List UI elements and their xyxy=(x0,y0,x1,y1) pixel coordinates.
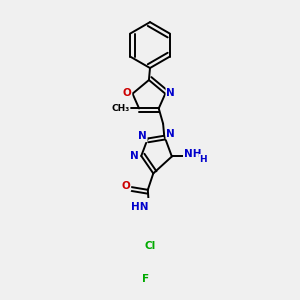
Text: N: N xyxy=(130,151,139,161)
Text: HN: HN xyxy=(131,202,149,212)
Text: Cl: Cl xyxy=(145,241,156,250)
Text: N: N xyxy=(167,129,175,139)
Text: NH: NH xyxy=(184,149,201,159)
Text: O: O xyxy=(123,88,131,98)
Text: H: H xyxy=(199,155,207,164)
Text: N: N xyxy=(167,88,175,98)
Text: O: O xyxy=(122,181,130,191)
Text: F: F xyxy=(142,274,148,284)
Text: CH₃: CH₃ xyxy=(111,104,130,113)
Text: N: N xyxy=(138,131,147,141)
